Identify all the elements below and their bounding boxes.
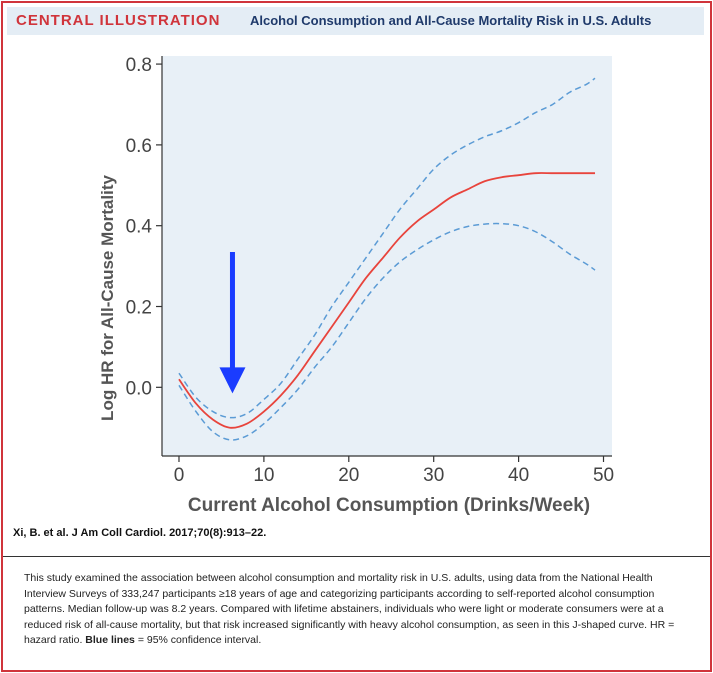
y-tick-label: 0.4 bbox=[126, 217, 153, 238]
y-tick-label: 0.2 bbox=[126, 298, 152, 319]
x-tick-label: 50 bbox=[593, 465, 614, 486]
divider bbox=[3, 556, 710, 557]
plot-background bbox=[162, 56, 612, 456]
y-tick-label: 0.6 bbox=[126, 136, 152, 157]
annotation-arrow-head bbox=[219, 367, 246, 394]
caption: This study examined the association betw… bbox=[24, 571, 694, 649]
citation: Xi, B. et al. J Am Coll Cardiol. 2017;70… bbox=[13, 527, 267, 539]
caption-bold: Blue lines bbox=[85, 634, 135, 646]
x-tick-label: 0 bbox=[174, 465, 185, 486]
annotation-group bbox=[219, 251, 246, 394]
axes: 0 10 20 30 40 50 0.0 0.2 0.4 0.6 0.8 bbox=[126, 55, 615, 486]
x-tick-label: 20 bbox=[338, 465, 359, 486]
figure-header: CENTRAL ILLUSTRATION Alcohol Consumption… bbox=[7, 7, 704, 35]
series-line-ci-2 bbox=[178, 222, 596, 441]
x-tick-label: 40 bbox=[508, 465, 529, 486]
y-tick-label: 0.8 bbox=[126, 55, 152, 76]
x-tick-label: 10 bbox=[253, 465, 274, 486]
x-axis-label: Current Alcohol Consumption (Drinks/Week… bbox=[188, 495, 590, 516]
figure-title: Alcohol Consumption and All-Cause Mortal… bbox=[250, 13, 652, 28]
caption-tail: = 95% confidence interval. bbox=[134, 634, 262, 646]
central-illustration-tag: CENTRAL ILLUSTRATION bbox=[16, 12, 221, 29]
y-axis-label: Log HR for All-Cause Mortality bbox=[98, 175, 117, 421]
chart: 0 10 20 30 40 50 0.0 0.2 0.4 0.6 0.8 Current Alcoh… bbox=[98, 55, 615, 516]
series-group bbox=[178, 77, 596, 441]
y-tick-label: 0.0 bbox=[126, 378, 152, 399]
x-tick-label: 30 bbox=[423, 465, 444, 486]
series-line-ci-1 bbox=[178, 77, 596, 419]
series-line-estimate bbox=[178, 172, 596, 429]
caption-text: This study examined the association betw… bbox=[24, 572, 675, 646]
